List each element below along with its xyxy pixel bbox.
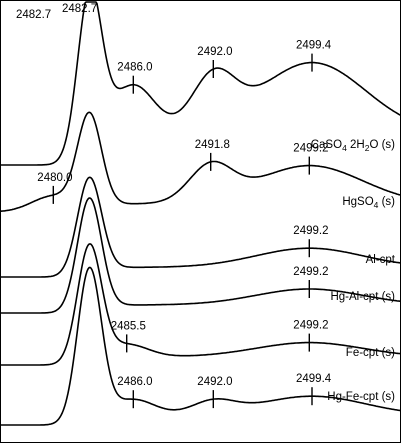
peak-label-5-2: 2485.5: [111, 320, 146, 332]
peak-label-1-4: 2499.4: [296, 40, 332, 52]
peak-label-1-1: 2482.7: [16, 9, 51, 21]
peak-label-2-1: 2480.0: [37, 172, 72, 184]
peak-label-6-3: 2492.0: [197, 376, 232, 388]
spectrum-line-4: [0, 197, 401, 314]
spectra-curves: [0, 1, 401, 426]
series-label-1: CaSO4 2H2O (s): [311, 139, 395, 153]
peak-labels: 2482.7 2486.0 2492.0 2499.4 2480.0 2491.8 2499…: [16, 3, 332, 388]
peak-label-1-3: 2492.0: [197, 46, 232, 58]
peak-label-6-4: 2499.4: [296, 373, 332, 385]
series-label-3: Al-cpt: [366, 254, 396, 266]
peak-label-3-2: 2499.2: [293, 225, 328, 237]
peak-label-2-4: 2499.2: [293, 143, 328, 155]
peak-ticks: [52, 53, 313, 409]
series-label-5: Fe-cpt (s): [346, 347, 395, 359]
spectrum-line-2: [0, 111, 401, 213]
series-labels: CaSO4 2H2O (s) HgSO4 (s) Al-cpt Hg-Al-cpt (…: [311, 139, 396, 403]
peak-label-4-2: 2499.2: [293, 266, 328, 278]
peak-label-2-3: 2491.8: [195, 139, 230, 151]
spectrum-line-1: [0, 1, 401, 166]
series-label-6: Hg-Fe-cpt (s): [327, 391, 395, 403]
peak-label-1-2: 2486.0: [117, 62, 152, 74]
series-label-4: Hg-Al-cpt (s): [330, 291, 395, 303]
peak-label-5-3: 2499.2: [293, 320, 328, 332]
spectrum-line-5: [0, 243, 401, 366]
peak-label-main: 2482.7: [62, 3, 97, 15]
peak-label-6-2: 2486.0: [117, 376, 152, 388]
series-label-2: HgSO4 (s): [342, 196, 395, 210]
spectrum-line-6: [0, 266, 401, 426]
spectrum-line-3: [0, 176, 401, 278]
